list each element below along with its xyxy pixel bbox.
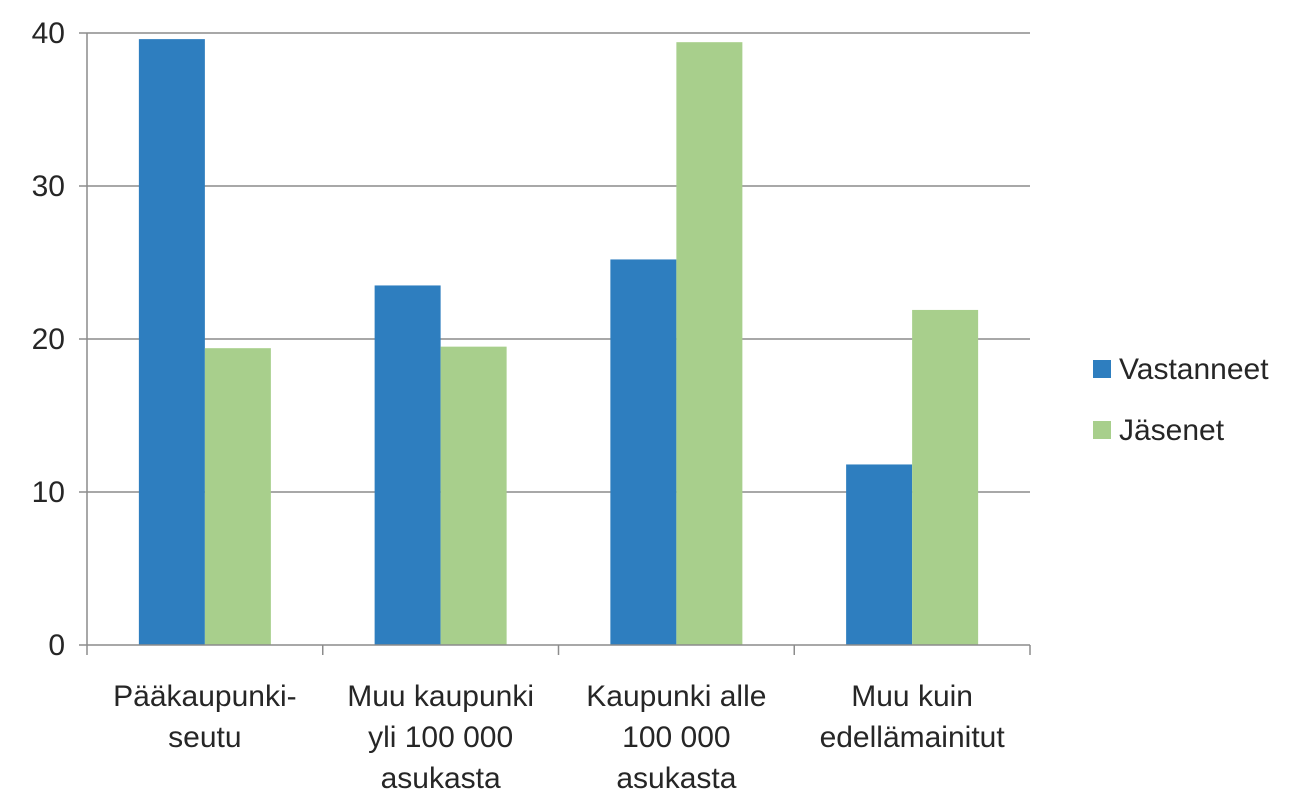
bar-j-senet-0: [204, 348, 271, 645]
bar-j-senet-3: [912, 309, 979, 645]
legend: Vastanneet Jäsenet: [1093, 353, 1269, 447]
y-tick-label: 0: [48, 629, 65, 662]
x-axis-labels: Pääkaupunki-seutu Muu kaupunki yli 100 000…: [113, 680, 1005, 795]
x-category-label: asukasta: [381, 762, 501, 795]
x-category-label: 100 000: [622, 721, 730, 754]
x-category-label: asukasta: [616, 762, 736, 795]
bar-j-senet-1: [440, 346, 507, 645]
legend-label: Jäsenet: [1119, 414, 1225, 447]
axes: [79, 32, 1031, 655]
bar-vastanneet-2: [610, 259, 677, 645]
y-tick-label: 20: [32, 323, 65, 356]
x-category-label: Muu kuin: [851, 680, 973, 713]
legend-label: Vastanneet: [1119, 353, 1269, 386]
y-tick-label: 30: [32, 170, 65, 203]
bar-vastanneet-3: [846, 464, 913, 645]
x-category-label: Muu kaupunki: [347, 680, 534, 713]
bar-vastanneet-1: [374, 285, 441, 645]
legend-swatch: [1093, 360, 1111, 378]
bar-j-senet-2: [676, 42, 743, 646]
bars: [138, 39, 979, 646]
bar-vastanneet-0: [138, 39, 205, 646]
x-category-label: seutu: [168, 721, 241, 754]
x-category-label: Kaupunki alle: [586, 680, 766, 713]
x-category-label: Pääkaupunki-: [113, 680, 296, 713]
y-tick-label: 40: [32, 17, 65, 50]
x-category-label: yli 100 000: [368, 721, 513, 754]
x-category-label: edellämainitut: [820, 721, 1006, 754]
y-tick-label: 10: [32, 476, 65, 509]
legend-swatch: [1093, 421, 1111, 439]
y-axis-ticks: 0 10 20 30 40: [32, 17, 65, 662]
